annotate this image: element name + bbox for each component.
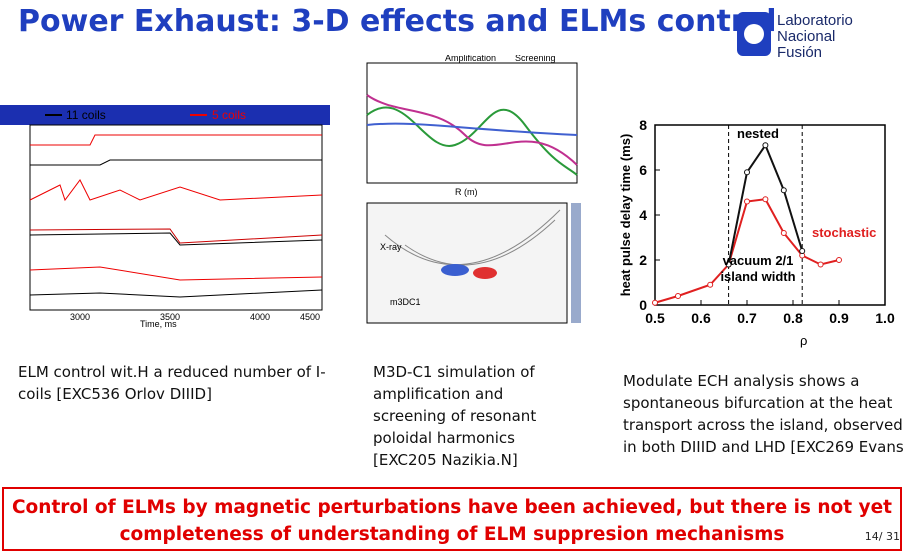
x-tick-label: 1.0 (875, 310, 895, 326)
y-tick-label: 4 (639, 207, 647, 223)
trace (29, 228, 323, 244)
curve (366, 106, 578, 176)
trace (29, 179, 323, 202)
trace (30, 159, 322, 166)
data-point (762, 196, 769, 203)
data-point (817, 261, 824, 268)
y-tick-label: 0 (639, 297, 647, 313)
x-axis-label: Time, ms (140, 319, 177, 329)
data-point (780, 187, 787, 194)
caption: ELM control wit.H a reduced number of I-… (18, 363, 326, 403)
contour (473, 267, 497, 279)
trace (29, 232, 323, 246)
plot-frame (29, 124, 323, 311)
annotation: m3DC1 (390, 297, 421, 307)
series-line (727, 143, 804, 265)
conclusion-box: Control of ELMs by magnetic perturbation… (2, 487, 902, 551)
y-tick-label: 6 (639, 162, 647, 178)
curve (366, 122, 578, 136)
y-axis-label: heat pulse delay time (ms) (618, 134, 633, 297)
x-axis-label: ρ (800, 333, 807, 348)
series-line (654, 198, 840, 304)
colorbar (571, 203, 581, 323)
annotation: nested (737, 126, 779, 141)
data-point (744, 169, 750, 176)
legend-bar (0, 105, 330, 125)
annotation: X-ray (380, 242, 402, 252)
data-point (799, 248, 806, 254)
logo-text: Nacional (777, 28, 835, 45)
x-tick-label: 0.6 (691, 310, 711, 326)
x-tick-label: 0.9 (829, 310, 849, 326)
x-tick-label: 0.5 (645, 310, 665, 326)
x-tick-label: 4500 (300, 312, 320, 322)
x-axis-label: R (m) (455, 187, 478, 197)
contour (441, 264, 469, 276)
x-tick-label: 4000 (250, 312, 270, 322)
caption: Modulate ECH analysis shows a spontaneou… (623, 372, 904, 456)
y-tick-label: 2 (639, 252, 647, 268)
logo-text: Laboratorio (777, 12, 853, 29)
data-point (675, 293, 681, 299)
x-tick-label: 0.8 (783, 310, 803, 326)
y-tick-label: 8 (639, 117, 647, 133)
panel-label: Amplification (445, 55, 496, 63)
data-point (762, 142, 769, 149)
data-point (780, 230, 787, 236)
data-point (652, 299, 658, 306)
data-point (725, 261, 732, 268)
plot-frame (366, 202, 568, 324)
x-tick-label: 0.7 (737, 310, 757, 326)
data-point (744, 198, 750, 205)
data-point (707, 281, 714, 288)
data-point (836, 257, 842, 263)
legend-label: 11 coils (66, 108, 106, 122)
annotation: vacuum 2/1 (723, 253, 794, 268)
x-tick-label: 3500 (160, 312, 180, 322)
trace (29, 289, 323, 298)
contour (384, 209, 561, 266)
page-number: 14/ 31 (864, 530, 900, 543)
figure-elm-traces: 11 coils 5 coils 3000 3500 4000 4500 Tim… (0, 105, 330, 329)
legend-label: 5 coils (212, 108, 246, 122)
x-tick-label: 3000 (70, 312, 90, 322)
logo-mark (744, 24, 764, 44)
contour (404, 219, 556, 266)
annotation: stochastic (812, 225, 876, 240)
panel-label: Screening (515, 55, 556, 63)
curve (366, 94, 578, 166)
logo: Laboratorio Nacional Fusión (737, 12, 853, 61)
conclusion-text: Control of ELMs by magnetic perturbation… (11, 497, 892, 545)
trace (30, 134, 322, 146)
trace (29, 266, 323, 281)
caption: M3D-C1 simulation of amplification and s… (373, 363, 537, 469)
logo-text: Fusión (777, 44, 822, 61)
figure-heat-pulse: 0 2 4 6 8 0.5 0.6 0.7 0.8 0.9 1.0 ρ heat pulse delay… (618, 117, 895, 348)
slide-title: Power Exhaust: 3-D effects and ELMs cont… (18, 4, 777, 39)
figure-m3dc1: Amplification Screening R (m) X-ray m3DC… (366, 55, 581, 324)
annotation: island width (720, 269, 795, 284)
